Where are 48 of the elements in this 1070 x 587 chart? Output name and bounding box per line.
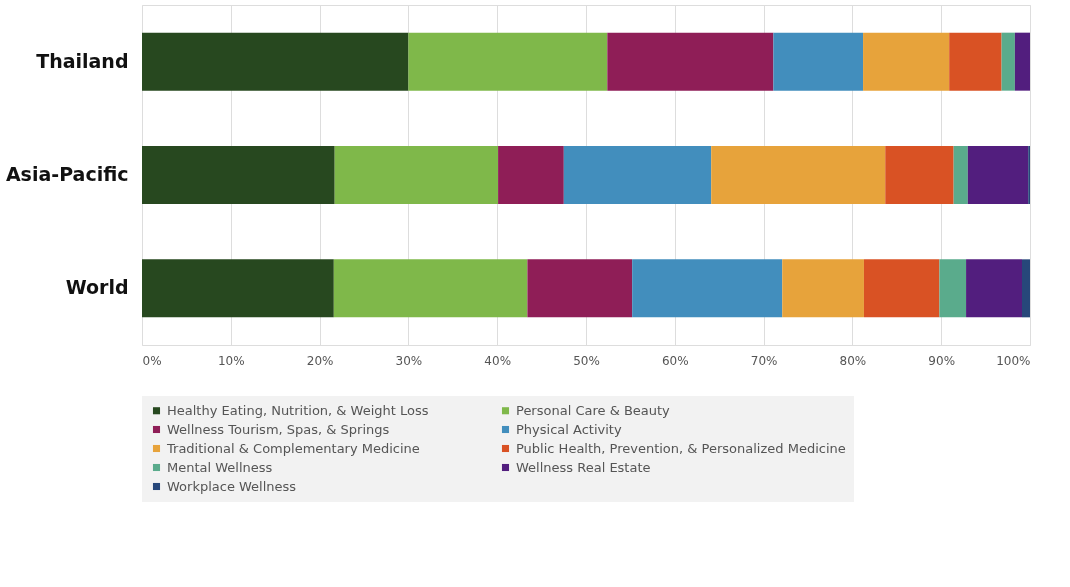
x-tick-label: 20% (306, 353, 334, 368)
bar (782, 259, 864, 318)
x-tick-label: 30% (395, 353, 423, 368)
x-tick-label: 70% (750, 353, 778, 368)
x-tick-label: 90% (928, 353, 956, 368)
bar (949, 32, 1002, 91)
x-tick-label: 0% (142, 353, 162, 368)
bar (142, 146, 335, 204)
legend-label: Physical Activity (516, 421, 622, 437)
bar (333, 259, 528, 318)
y-tick-label: World (65, 276, 129, 299)
bar (966, 259, 1023, 318)
y-tick-label: Asia-Pacific (5, 163, 129, 185)
legend-label: Workplace Wellness (167, 478, 297, 494)
legend-label: Public Health, Prevention, & Personalized Medicine (516, 440, 846, 456)
x-tick-label: 40% (484, 353, 512, 368)
x-tick-label: 80% (839, 353, 867, 368)
bar (334, 146, 499, 204)
bar (967, 146, 1029, 204)
bar (1014, 32, 1030, 91)
legend-label: Traditional & Complementary Medicine (166, 440, 420, 456)
x-tick-label: 50% (573, 353, 600, 368)
legend-label: Healthy Eating, Nutrition, & Weight Loss (167, 402, 429, 418)
bar (863, 259, 940, 318)
bar (527, 259, 633, 318)
legend-label: Mental Wellness (167, 459, 273, 475)
bar (632, 259, 783, 318)
bar (711, 146, 886, 204)
bar (953, 146, 968, 204)
bar (939, 259, 967, 318)
bar (1001, 32, 1015, 91)
legend-label: Wellness Tourism, Spas, & Springs (167, 421, 390, 437)
bar (142, 32, 409, 91)
bar (498, 146, 564, 204)
bar (563, 146, 712, 204)
legend-label: Wellness Real Estate (516, 459, 651, 475)
x-tick-label: 100% (996, 353, 1031, 368)
bar (607, 32, 774, 91)
bar (408, 32, 608, 91)
bar (863, 32, 950, 91)
bar (885, 146, 954, 204)
y-tick-label: Thailand (36, 49, 129, 72)
legend-label: Personal Care & Beauty (516, 402, 671, 418)
x-tick-label: 10% (217, 353, 245, 368)
x-tick-label: 60% (661, 353, 689, 368)
bar (773, 32, 864, 91)
bar (1022, 259, 1030, 318)
bar (142, 259, 334, 318)
